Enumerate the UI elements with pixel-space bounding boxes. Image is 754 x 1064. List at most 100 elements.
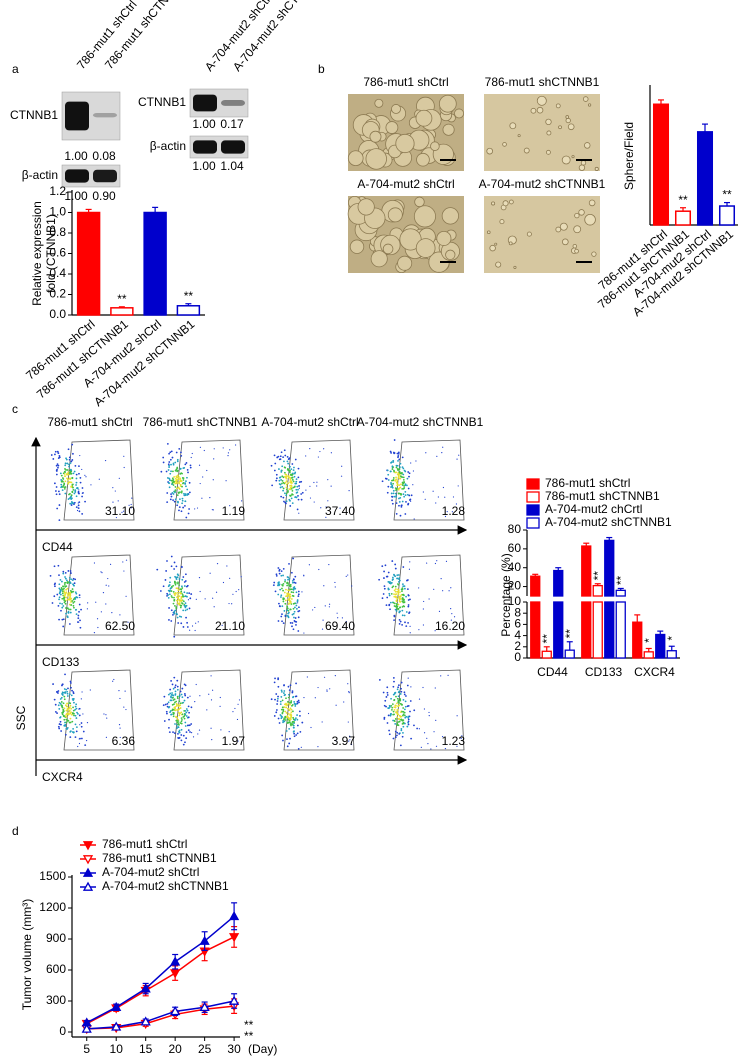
flow-event (301, 491, 304, 494)
flow-event (402, 585, 405, 588)
flow-event (55, 469, 58, 472)
sphere (584, 213, 596, 226)
flow-event (341, 617, 343, 619)
flow-event (115, 516, 118, 519)
flow-event (275, 709, 278, 711)
flow-event (444, 496, 446, 498)
flow-event (294, 606, 296, 609)
flow-event (386, 491, 389, 494)
flow-event (124, 690, 126, 692)
flow-event (397, 574, 400, 576)
flow-event (182, 595, 185, 598)
flow-event (181, 602, 184, 605)
flow-event (383, 585, 386, 588)
flow-event (387, 714, 390, 717)
flow-event (448, 590, 450, 592)
flow-event (172, 687, 175, 690)
flow-event (187, 599, 190, 601)
flow-event (72, 604, 75, 607)
flow-event (407, 718, 410, 721)
flow-event (401, 484, 404, 486)
flow-event (284, 693, 287, 696)
flow-event (285, 595, 287, 598)
flow-event (392, 576, 394, 579)
significance: ** (540, 634, 554, 644)
flow-event (78, 621, 80, 623)
flow-event (403, 594, 405, 597)
flow-event (456, 745, 458, 747)
sphere (445, 249, 456, 260)
flow-value: 1.19 (222, 504, 246, 518)
flow-event (69, 598, 72, 601)
flow-event (298, 710, 301, 713)
flow-event (291, 594, 294, 597)
flow-event (66, 462, 69, 465)
flow-event (293, 732, 296, 735)
flow-event (403, 614, 406, 617)
flow-event (280, 574, 283, 577)
blot-band (221, 100, 245, 106)
flow-event (323, 448, 325, 450)
flow-event (64, 471, 67, 474)
flow-event (170, 696, 172, 699)
flow-event (185, 485, 187, 488)
x-tick-label: 20 (168, 1042, 182, 1056)
point (170, 1005, 181, 1016)
flow-event (118, 477, 120, 479)
flow-event (397, 488, 400, 491)
flow-event (165, 570, 168, 572)
flow-event (176, 679, 179, 682)
flow-event (65, 585, 68, 588)
flow-event (412, 470, 415, 472)
y-tick-label: 60 (508, 541, 522, 555)
flow-event (73, 492, 76, 495)
flow-event (407, 503, 409, 506)
sphere (413, 205, 436, 228)
flow-event (173, 561, 176, 564)
flow-event (69, 680, 72, 683)
flow-event (68, 593, 71, 595)
flow-event (401, 623, 404, 626)
blot-row-label: β-actin (22, 168, 58, 182)
flow-event (393, 593, 395, 595)
flow-event (179, 473, 182, 475)
flow-event (54, 582, 56, 585)
significance: ** (563, 629, 577, 639)
flow-event (290, 485, 293, 487)
flow-event (215, 591, 218, 593)
flow-event (60, 696, 63, 699)
flow-event (172, 470, 174, 473)
flow-event (394, 479, 396, 482)
flow-event (63, 596, 66, 599)
flow-event (70, 686, 72, 689)
flow-event (187, 716, 190, 719)
sphere (486, 147, 494, 155)
flow-event (402, 493, 405, 496)
flow-event (63, 591, 66, 594)
point (199, 935, 210, 945)
flow-event (276, 700, 279, 702)
flow-event (61, 606, 64, 609)
flow-event (64, 723, 67, 726)
flow-event (426, 737, 428, 739)
flow-event (288, 562, 290, 565)
flow-event (285, 730, 288, 732)
flow-event (383, 587, 386, 590)
flow-event (278, 722, 281, 724)
flow-event (105, 736, 107, 738)
flow-event (287, 696, 290, 699)
flow-event (402, 487, 405, 490)
flow-event (279, 703, 282, 705)
flow-event (64, 607, 67, 609)
series-line (86, 915, 235, 1024)
flow-event (402, 698, 405, 701)
image-title: A-704-mut2 shCtrl (357, 177, 454, 191)
sphere (578, 164, 586, 171)
y-tick-label: 0 (514, 650, 521, 664)
flow-event (297, 593, 300, 596)
flow-event (178, 488, 181, 491)
flow-event (78, 594, 81, 597)
flow-event (72, 691, 75, 693)
flow-event (162, 585, 165, 588)
flow-event (78, 738, 80, 740)
